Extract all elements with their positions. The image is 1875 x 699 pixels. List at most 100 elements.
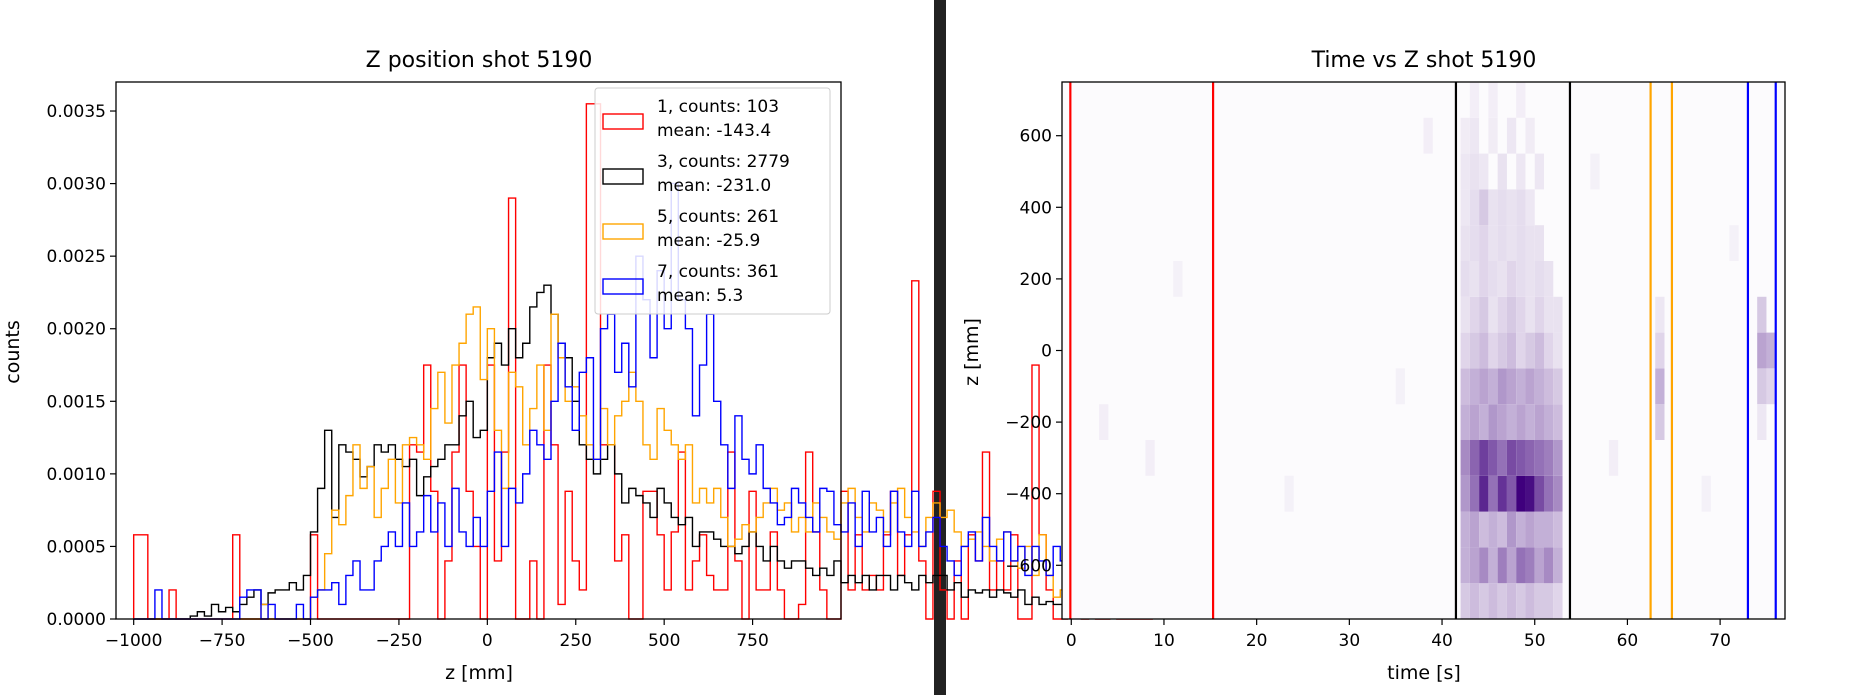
heatmap-cell — [1469, 225, 1480, 261]
x-tick-label: 60 — [1617, 631, 1639, 651]
x-tick-label: 0 — [482, 631, 493, 651]
heatmap-cell — [1488, 511, 1498, 548]
y-tick-label: 0.0015 — [47, 392, 106, 412]
heatmap-cell — [1701, 475, 1711, 512]
heatmap-cell — [1534, 296, 1544, 333]
x-tick-label: 10 — [1153, 631, 1175, 651]
heatmap-cell — [1516, 225, 1526, 261]
heatmap-cell — [1525, 440, 1535, 476]
histogram-series-3 — [133, 306, 1111, 620]
heatmap-cell — [1655, 332, 1665, 369]
heatmap-cell — [1766, 332, 1776, 369]
heatmap-cell — [1516, 82, 1526, 118]
y-tick-label: 0.0000 — [47, 610, 106, 630]
heatmap-cell — [1525, 511, 1535, 548]
heatmap-cell — [1423, 117, 1433, 154]
heatmap-cell — [1497, 404, 1507, 440]
heatmap-cell — [1544, 332, 1554, 369]
heatmap-cell — [1534, 511, 1544, 548]
heatmap-cell — [1145, 440, 1155, 476]
heatmap-cell — [1497, 511, 1507, 548]
heatmap-cell — [1469, 547, 1480, 584]
heatmap-cell — [1469, 583, 1480, 619]
left-plot-frame — [115, 81, 842, 620]
legend-swatch-1 — [602, 113, 644, 130]
heatmap-cell — [1553, 547, 1563, 584]
heatmap-cell — [1544, 261, 1554, 297]
heatmap-cell — [1729, 225, 1739, 261]
heatmap-cell — [1757, 332, 1767, 369]
heatmap-cell — [1525, 332, 1535, 369]
x-tick-label: −250 — [376, 631, 423, 651]
left-x-axis-label: z [mm] — [445, 662, 513, 684]
heatmap-cell — [1479, 440, 1489, 476]
x-tick-label: 20 — [1246, 631, 1268, 651]
heatmap-cell — [1506, 475, 1517, 512]
heatmap-cell — [1488, 261, 1498, 297]
heatmap-cell — [1544, 511, 1554, 548]
heatmap-cell — [1469, 189, 1480, 226]
legend-swatch-3 — [602, 223, 644, 240]
left-legend: 1, counts: 103 mean: -143.4 3, counts: 27… — [594, 87, 831, 315]
heatmap-cell — [1497, 547, 1507, 584]
heatmap-cell — [1553, 404, 1563, 440]
y-tick-label: 600 — [1020, 127, 1052, 147]
y-tick-label: −600 — [1005, 556, 1052, 576]
x-tick-label: 750 — [736, 631, 768, 651]
heatmap-cell — [1479, 583, 1489, 619]
legend-mean: mean: 5.3 — [657, 286, 743, 306]
heatmap-cell — [1534, 404, 1544, 440]
heatmap-cell — [1479, 511, 1489, 548]
heatmap-cell — [1469, 440, 1480, 476]
heatmap-cell — [1469, 475, 1480, 512]
heatmap-cell — [1506, 296, 1517, 333]
heatmap-cell — [1655, 368, 1665, 405]
heatmap-cell — [1506, 547, 1517, 584]
histogram-series-2 — [133, 284, 1111, 620]
heatmap-cell — [1460, 547, 1470, 584]
heatmap-cell — [1544, 547, 1554, 584]
heatmap-cell — [1469, 404, 1480, 440]
heatmap-cell — [1460, 583, 1470, 619]
heatmap-cell — [1516, 404, 1526, 440]
y-tick-label: 0.0005 — [47, 537, 106, 557]
heatmap-cell — [1460, 296, 1470, 333]
heatmap-cell — [1525, 547, 1535, 584]
heatmap-cell — [1479, 547, 1489, 584]
heatmap-cell — [1479, 189, 1489, 226]
heatmap-cell — [1757, 368, 1767, 405]
heatmap-cell — [1525, 261, 1535, 297]
x-tick-label: 250 — [560, 631, 592, 651]
legend-label: 3, counts: 2779 — [657, 152, 790, 172]
legend-label: 5, counts: 261 — [657, 207, 779, 227]
heatmap-cell — [1544, 404, 1554, 440]
heatmap-cell — [1488, 189, 1498, 226]
heatmap-cell — [1460, 153, 1470, 190]
y-tick-label: 0.0035 — [47, 102, 106, 122]
heatmap-cell — [1516, 511, 1526, 548]
y-tick-label: 0.0020 — [47, 320, 106, 340]
heatmap-cell — [1544, 440, 1554, 476]
heatmap-cell — [1479, 261, 1489, 297]
heatmap-cell — [1488, 117, 1498, 154]
legend-swatch-4 — [602, 278, 644, 295]
left-y-axis-label: counts — [2, 320, 24, 384]
heatmap-cell — [1516, 261, 1526, 297]
heatmap-cell — [1757, 404, 1767, 440]
heatmap-cell — [1479, 404, 1489, 440]
heatmap-cell — [1469, 368, 1480, 405]
heatmap-cell — [1534, 368, 1544, 405]
heatmap-cell — [1506, 117, 1517, 154]
x-tick-label: 500 — [648, 631, 680, 651]
legend-swatch-2 — [602, 168, 644, 185]
heatmap-cell — [1516, 475, 1526, 512]
y-tick-label: −200 — [1005, 413, 1052, 433]
heatmap-cell — [1506, 189, 1517, 226]
x-tick-label: −1000 — [105, 631, 163, 651]
legend-mean: mean: -25.9 — [657, 231, 760, 251]
y-tick-label: 0.0025 — [47, 247, 106, 267]
panel-divider — [934, 0, 946, 695]
heatmap-cell — [1460, 368, 1470, 405]
heatmap-cell — [1553, 332, 1563, 369]
